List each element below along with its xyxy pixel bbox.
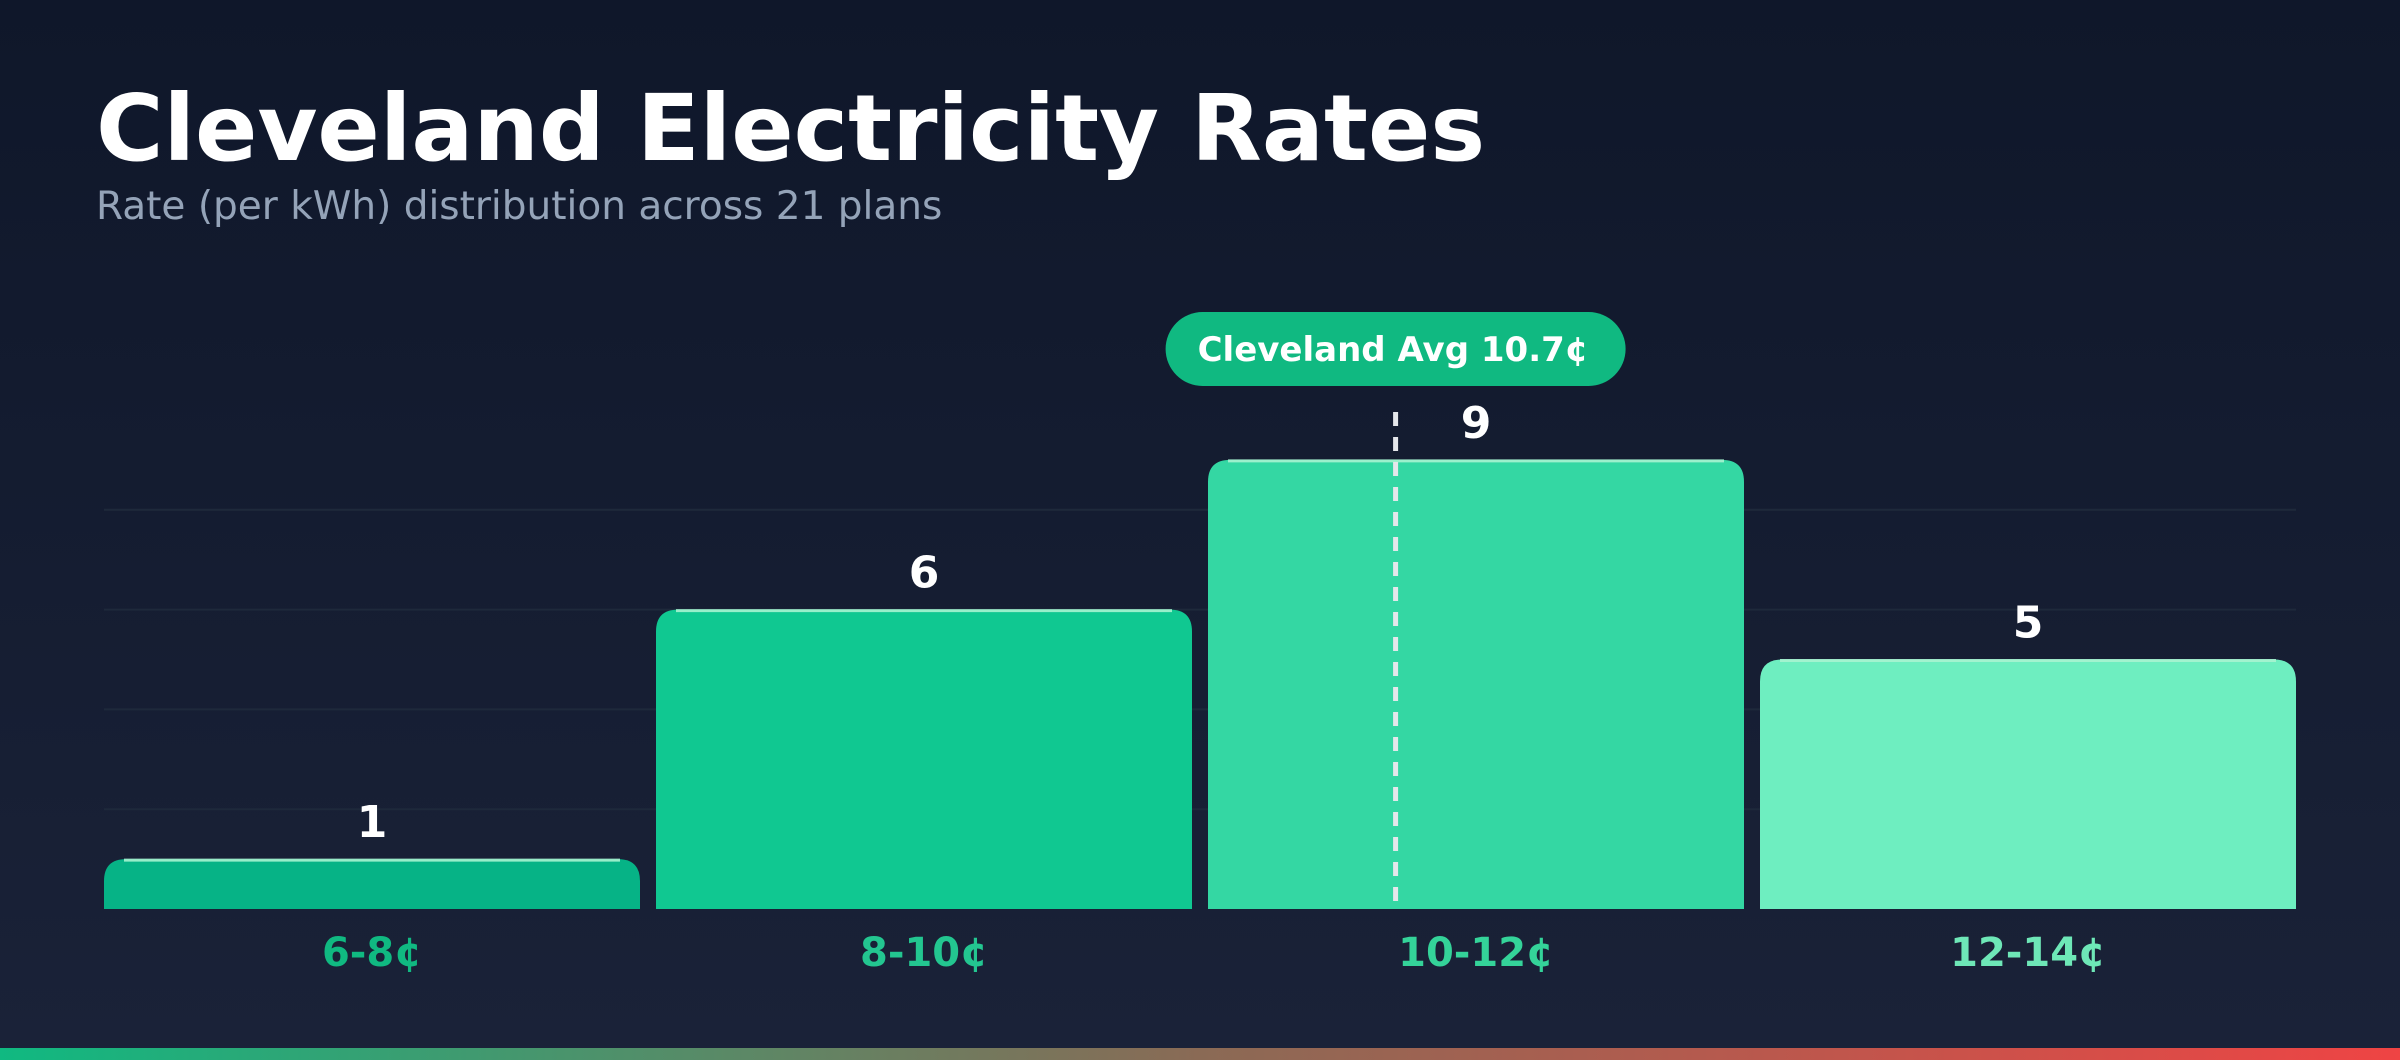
- category-label: 8-10¢: [860, 930, 988, 976]
- labels: 1 6-8¢ 6 8-10¢ 9 10-12¢ 5 12-14¢: [322, 398, 2106, 976]
- bar: [1760, 659, 2296, 909]
- bar-value-label: 1: [357, 797, 388, 848]
- bar: [1208, 459, 1744, 909]
- category-label: 10-12¢: [1398, 930, 1554, 976]
- bar-value-label: 5: [2013, 598, 2044, 649]
- chart-title: Cleveland Electricity Rates: [96, 75, 1486, 182]
- bar-value-label: 9: [1461, 398, 1492, 449]
- bar: [104, 859, 640, 909]
- cleveland-avg-label: Cleveland Avg 10.7¢: [1198, 330, 1589, 370]
- bottom-accent-bar: [0, 1048, 2400, 1060]
- cleveland-avg-pill: [1165, 312, 1626, 386]
- bar-value-label: 6: [909, 548, 940, 599]
- category-label: 6-8¢: [322, 930, 422, 976]
- category-label: 12-14¢: [1950, 930, 2106, 976]
- bar: [656, 609, 1192, 909]
- chart-subtitle: Rate (per kWh) distribution across 21 pl…: [96, 184, 943, 229]
- reference-lines: Cleveland Avg 10.7¢US Avg 18.4¢: [1165, 312, 1626, 909]
- bars: [104, 459, 2296, 909]
